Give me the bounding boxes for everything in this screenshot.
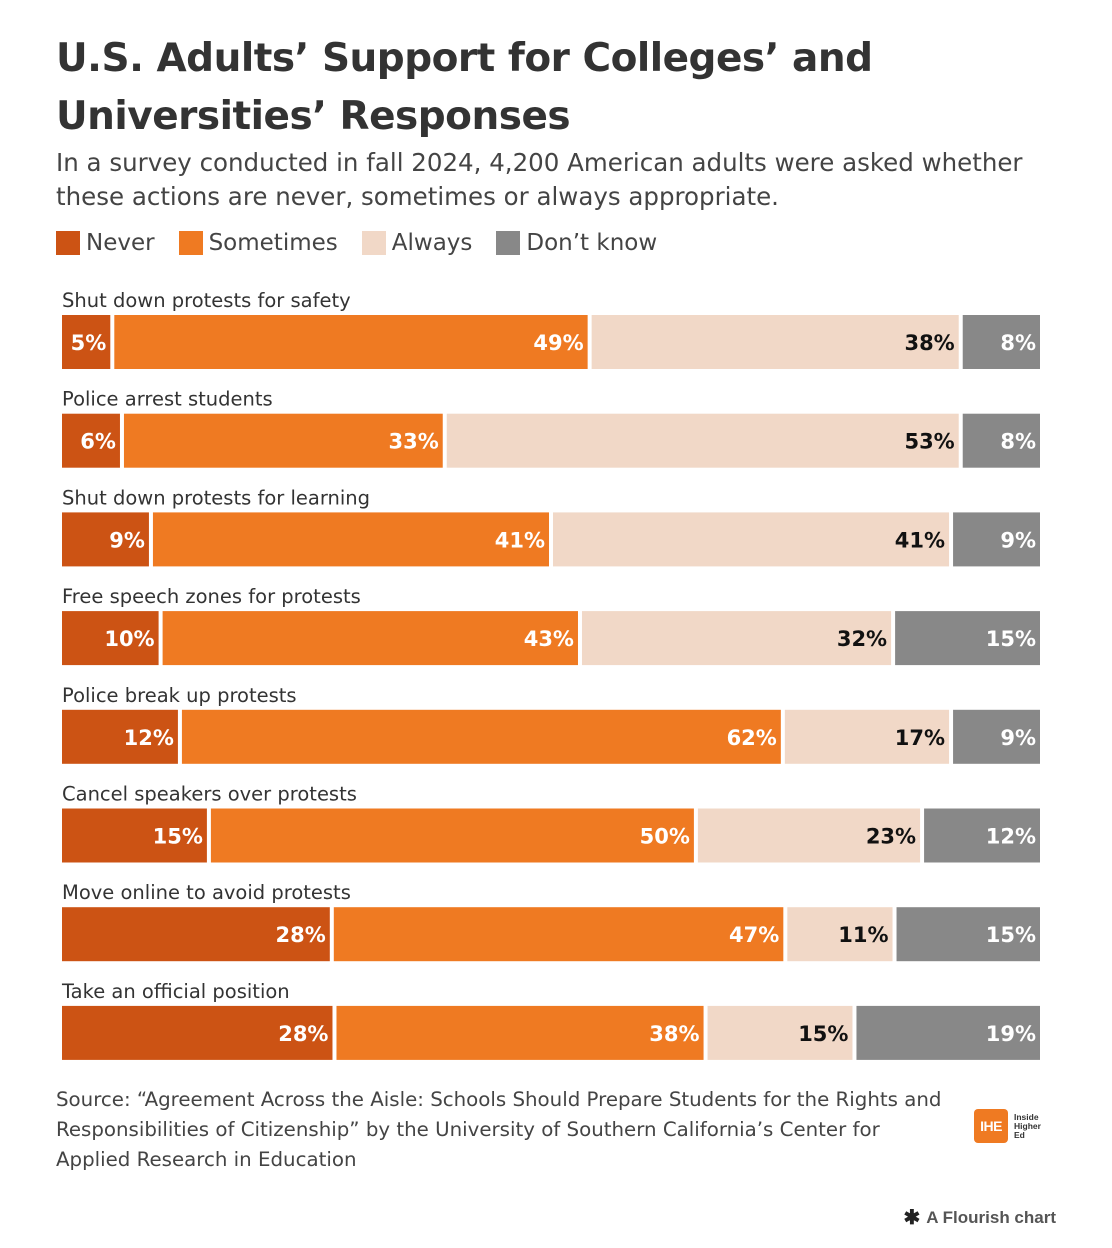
value-label-sometimes-police-break-up-protests: 62% [727,726,777,750]
value-label-always-move-online-to-avoid-protests: 11% [838,923,888,947]
bar-sometimes-take-an-official-position[interactable] [336,1005,704,1060]
value-label-sometimes-police-arrest-students: 33% [388,430,438,454]
ihe-logo-text: Inside Higher Ed [1014,1111,1054,1140]
bar-sometimes-police-break-up-protests[interactable] [181,709,781,764]
value-label-don-t-know-cancel-speakers-over-protests: 12% [986,825,1036,849]
flourish-credit[interactable]: ✱ A Flourish chart [904,1205,1056,1230]
bar-never-free-speech-zones-for-protests[interactable] [62,611,159,666]
value-label-sometimes-free-speech-zones-for-protests: 43% [524,627,574,651]
source-note: Source: “Agreement Across the Aisle: Sch… [56,1088,942,1171]
bar-don-t-know-take-an-official-position[interactable] [856,1005,1040,1060]
value-label-don-t-know-move-online-to-avoid-protests: 15% [986,923,1036,947]
category-label-free-speech-zones-for-protests: Free speech zones for protests [62,585,361,608]
bar-always-police-break-up-protests[interactable] [784,709,950,764]
logo-line-3: Ed [1014,1129,1025,1140]
value-label-sometimes-shut-down-protests-for-safety: 49% [533,331,583,355]
bar-always-free-speech-zones-for-protests[interactable] [581,611,892,666]
legend-label-sometimes: Sometimes [208,230,338,256]
legend: Never Sometimes Always Don’t know [56,226,681,260]
flourish-credit-label: A Flourish chart [926,1207,1056,1227]
category-label-cancel-speakers-over-protests: Cancel speakers over protests [62,783,357,806]
value-label-don-t-know-shut-down-protests-for-learning: 9% [1000,528,1036,552]
value-label-never-cancel-speakers-over-protests: 15% [153,825,203,849]
value-label-don-t-know-police-arrest-students: 8% [1000,430,1036,454]
chart-title: U.S. Adults’ Support for Colleges’ and U… [56,36,873,139]
bar-never-shut-down-protests-for-safety[interactable] [62,315,111,369]
bar-don-t-know-shut-down-protests-for-learning[interactable] [953,512,1040,567]
value-label-sometimes-shut-down-protests-for-learning: 41% [495,528,545,552]
logo-line-2: Higher [1014,1120,1041,1131]
legend-label-dont-know: Don’t know [526,230,658,256]
value-label-never-free-speech-zones-for-protests: 10% [104,627,154,651]
legend-label-never: Never [86,230,155,256]
value-label-never-move-online-to-avoid-protests: 28% [276,923,326,947]
value-label-always-shut-down-protests-for-learning: 41% [895,528,945,552]
logo-line-1: Inside [1014,1111,1039,1122]
bar-don-t-know-cancel-speakers-over-protests[interactable] [924,808,1040,863]
legend-item-dont-know[interactable]: Don’t know [496,230,657,256]
legend-swatch-dont-know [496,231,521,255]
bar-don-t-know-shut-down-protests-for-safety[interactable] [962,315,1040,369]
value-label-never-shut-down-protests-for-learning: 9% [109,528,145,552]
bar-never-shut-down-protests-for-learning[interactable] [62,512,149,567]
value-label-sometimes-take-an-official-position: 38% [649,1022,699,1046]
bar-never-police-arrest-students[interactable] [62,413,120,468]
value-label-always-police-break-up-protests: 17% [895,726,945,750]
flourish-icon: ✱ [903,1207,921,1229]
value-label-always-free-speech-zones-for-protests: 32% [837,627,887,651]
stacked-bar-chart: Shut down protests for safety 5% 49% 38% 8% P… [61,289,1040,1060]
bar-never-police-break-up-protests[interactable] [62,709,178,764]
bar-always-shut-down-protests-for-safety[interactable] [591,315,959,369]
legend-swatch-never [56,231,80,255]
bar-always-move-online-to-avoid-protests[interactable] [787,907,893,962]
category-label-shut-down-protests-for-safety: Shut down protests for safety [62,289,351,312]
bar-always-cancel-speakers-over-protests[interactable] [697,808,921,863]
value-label-never-police-arrest-students: 6% [80,430,116,454]
bar-sometimes-cancel-speakers-over-protests[interactable] [210,808,694,863]
bar-never-move-online-to-avoid-protests[interactable] [62,907,330,962]
category-label-take-an-official-position: Take an official position [61,980,290,1003]
value-label-sometimes-move-online-to-avoid-protests: 47% [729,923,779,947]
category-label-move-online-to-avoid-protests: Move online to avoid protests [62,881,351,904]
bar-sometimes-free-speech-zones-for-protests[interactable] [162,611,578,666]
bar-never-cancel-speakers-over-protests[interactable] [62,808,207,863]
value-label-never-police-break-up-protests: 12% [124,726,174,750]
bar-always-police-arrest-students[interactable] [446,413,959,468]
legend-item-sometimes[interactable]: Sometimes [178,230,338,256]
legend-label-always: Always [391,230,473,256]
ihe-logo: IHE Inside Higher Ed [974,1108,1054,1144]
value-label-never-shut-down-protests-for-safety: 5% [71,331,107,355]
bar-always-shut-down-protests-for-learning[interactable] [553,512,950,567]
value-label-don-t-know-take-an-official-position: 19% [986,1022,1036,1046]
value-label-always-shut-down-protests-for-safety: 38% [904,331,954,355]
ihe-logo-mark: IHE [974,1109,1008,1143]
legend-item-never[interactable]: Never [56,230,155,256]
value-label-sometimes-cancel-speakers-over-protests: 50% [640,825,690,849]
bar-always-take-an-official-position[interactable] [707,1005,853,1060]
legend-item-always[interactable]: Always [361,230,473,256]
value-label-don-t-know-free-speech-zones-for-protests: 15% [986,627,1036,651]
bar-sometimes-shut-down-protests-for-safety[interactable] [114,315,588,369]
value-label-always-police-arrest-students: 53% [904,430,954,454]
category-label-police-break-up-protests: Police break up protests [62,684,297,707]
value-label-never-take-an-official-position: 28% [278,1022,328,1046]
bar-sometimes-shut-down-protests-for-learning[interactable] [152,512,549,567]
value-label-always-take-an-official-position: 15% [798,1022,848,1046]
chart-subtitle: In a survey conducted in fall 2024, 4,20… [56,148,1023,211]
bar-never-take-an-official-position[interactable] [62,1005,333,1060]
value-label-don-t-know-shut-down-protests-for-safety: 8% [1000,331,1036,355]
value-label-don-t-know-police-break-up-protests: 9% [1000,726,1036,750]
bar-don-t-know-police-break-up-protests[interactable] [953,709,1040,764]
value-label-always-cancel-speakers-over-protests: 23% [866,825,916,849]
bar-sometimes-move-online-to-avoid-protests[interactable] [333,907,784,962]
bar-don-t-know-police-arrest-students[interactable] [962,413,1040,468]
bar-sometimes-police-arrest-students[interactable] [123,413,443,468]
category-label-shut-down-protests-for-learning: Shut down protests for learning [62,486,370,509]
bar-don-t-know-move-online-to-avoid-protests[interactable] [896,907,1040,962]
bar-don-t-know-free-speech-zones-for-protests[interactable] [895,611,1040,666]
legend-swatch-sometimes [178,231,203,255]
legend-swatch-always [361,231,386,255]
category-label-police-arrest-students: Police arrest students [62,388,273,411]
